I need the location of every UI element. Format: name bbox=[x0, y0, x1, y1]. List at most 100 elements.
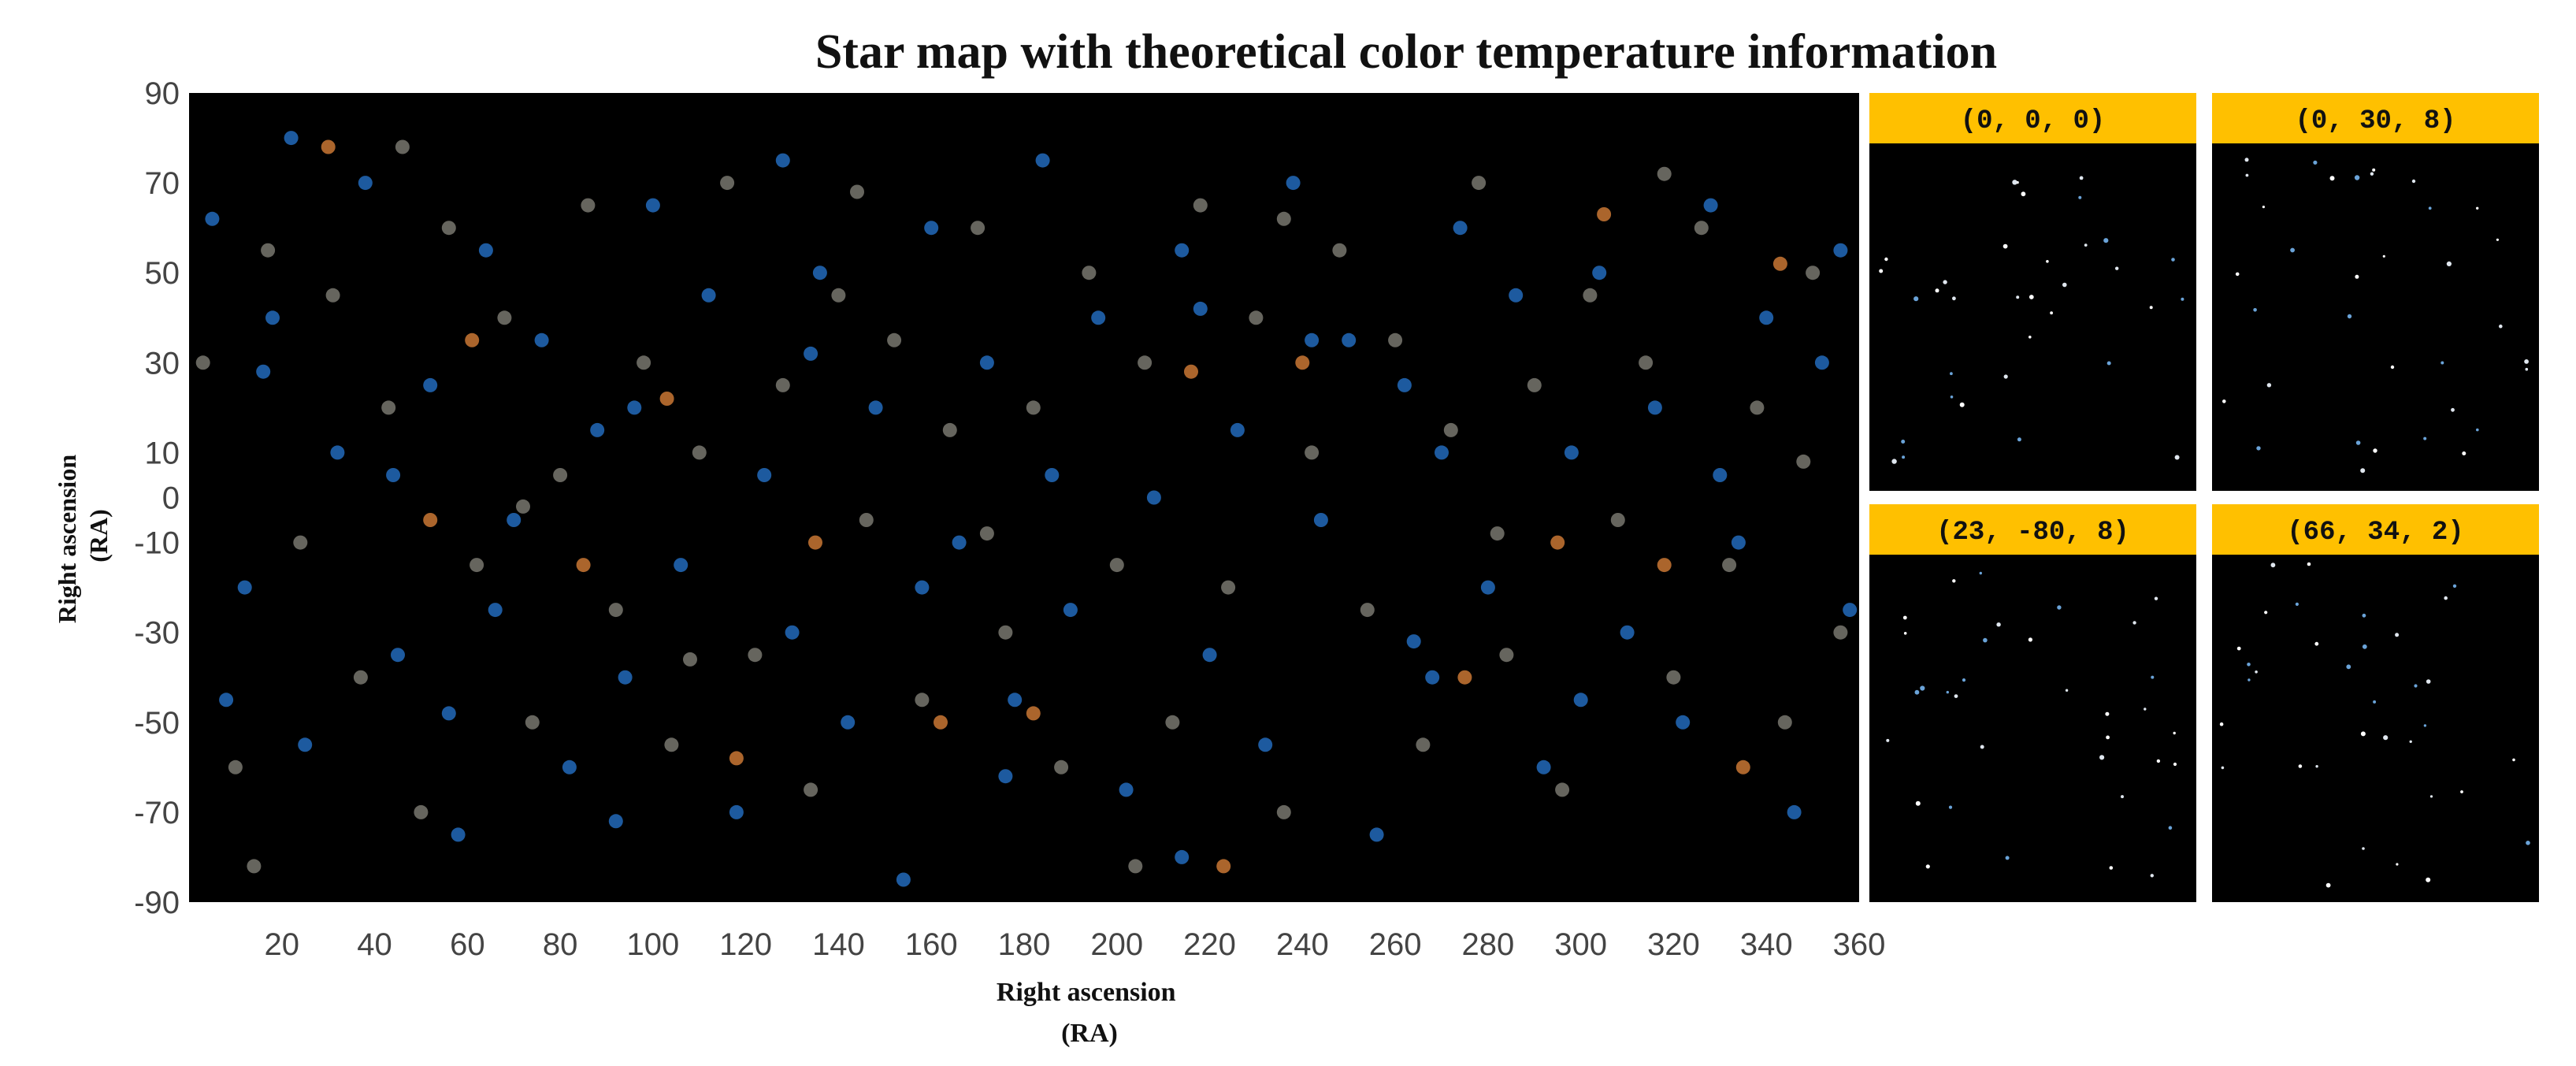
star-point-gray bbox=[1193, 198, 1208, 213]
inset-star bbox=[2266, 383, 2272, 388]
inset-star bbox=[2362, 644, 2367, 649]
star-point-gray bbox=[247, 859, 262, 874]
star-point-blue bbox=[330, 445, 345, 460]
inset-star bbox=[2428, 206, 2432, 210]
inset-header bbox=[2212, 504, 2539, 555]
star-point-blue bbox=[256, 364, 271, 379]
y-tick-label: -10 bbox=[134, 526, 180, 561]
y-tick-label: -90 bbox=[134, 886, 180, 920]
x-tick-label: 120 bbox=[719, 927, 772, 962]
y-tick-label: 50 bbox=[145, 256, 180, 291]
inset-star bbox=[1962, 678, 1966, 682]
inset-star bbox=[2451, 407, 2455, 412]
star-point-blue bbox=[812, 266, 827, 280]
star-point-gray bbox=[850, 184, 864, 199]
star-point-blue bbox=[488, 603, 503, 618]
star-point-gray bbox=[1666, 670, 1681, 685]
star-point-blue bbox=[1592, 266, 1607, 280]
star-point-blue bbox=[952, 535, 967, 550]
star-point-gray bbox=[1796, 454, 1811, 469]
inset-star bbox=[2106, 361, 2111, 366]
star-point-gray bbox=[1472, 176, 1487, 191]
inset-star bbox=[2017, 437, 2021, 442]
star-point-blue bbox=[608, 814, 623, 829]
star-point-gray bbox=[664, 737, 679, 752]
star-point-gray bbox=[887, 332, 902, 347]
inset-star bbox=[2446, 261, 2452, 266]
inset-star bbox=[2429, 795, 2433, 798]
inset-star bbox=[2360, 468, 2366, 474]
star-point-gray bbox=[979, 526, 994, 541]
x-axis-label-line2: (RA) bbox=[1061, 1019, 1118, 1048]
star-point-gray bbox=[1833, 625, 1848, 640]
star-point-blue bbox=[1620, 625, 1635, 640]
x-tick-label: 140 bbox=[812, 927, 865, 962]
inset-star bbox=[2525, 367, 2529, 371]
star-point-gray bbox=[1639, 355, 1654, 370]
inset-star-field bbox=[2212, 143, 2539, 491]
star-point-blue bbox=[1406, 634, 1421, 649]
inset-star bbox=[2395, 633, 2400, 637]
star-point-blue bbox=[507, 513, 522, 527]
inset-star bbox=[1979, 571, 1982, 575]
inset-star bbox=[2174, 455, 2180, 460]
star-point-gray bbox=[516, 499, 530, 514]
star-point-gray bbox=[1555, 782, 1570, 797]
star-point-blue bbox=[1035, 153, 1050, 168]
inset-star bbox=[2181, 297, 2184, 301]
x-tick-label: 100 bbox=[627, 927, 680, 962]
inset-star bbox=[2084, 243, 2088, 247]
star-point-blue bbox=[298, 737, 313, 752]
x-tick-label: 360 bbox=[1833, 927, 1886, 962]
x-tick-label: 160 bbox=[905, 927, 958, 962]
inset-star bbox=[2360, 731, 2366, 737]
inset-star bbox=[2245, 173, 2249, 177]
star-point-gray bbox=[692, 445, 707, 460]
inset-star-field bbox=[2212, 555, 2539, 902]
x-tick-label: 40 bbox=[357, 927, 392, 962]
star-point-gray bbox=[1527, 377, 1542, 392]
star-point-orange bbox=[729, 751, 744, 766]
star-point-blue bbox=[265, 310, 280, 325]
star-point-blue bbox=[1313, 513, 1328, 527]
inset-star bbox=[2144, 708, 2147, 711]
star-point-blue bbox=[562, 760, 577, 774]
inset-star bbox=[1914, 689, 1920, 695]
inset-star bbox=[2414, 684, 2418, 688]
x-tick-label: 280 bbox=[1462, 927, 1515, 962]
inset-star bbox=[2382, 254, 2385, 258]
star-point-gray bbox=[1388, 332, 1403, 347]
inset-star bbox=[2154, 596, 2158, 600]
star-point-gray bbox=[1722, 558, 1737, 573]
star-point-blue bbox=[1230, 422, 1245, 437]
inset-star bbox=[2050, 311, 2054, 315]
y-axis-label-line1: Right ascension bbox=[53, 455, 81, 623]
x-axis-label: Right ascension (RA) bbox=[997, 978, 1182, 1048]
inset-star bbox=[2423, 436, 2427, 440]
star-point-blue bbox=[1536, 760, 1551, 774]
inset-star bbox=[2423, 724, 2427, 727]
star-point-gray bbox=[1026, 400, 1041, 415]
star-point-blue bbox=[423, 377, 438, 392]
inset-star bbox=[2003, 243, 2008, 249]
star-point-gray bbox=[1082, 266, 1097, 280]
x-tick-label: 60 bbox=[450, 927, 485, 962]
star-point-orange bbox=[1550, 535, 1565, 550]
star-point-blue bbox=[1509, 288, 1524, 303]
star-point-gray bbox=[381, 400, 396, 415]
y-tick-label: 30 bbox=[145, 346, 180, 381]
inset-star bbox=[2057, 605, 2062, 610]
star-point-gray bbox=[1128, 859, 1143, 874]
star-point-blue bbox=[1425, 670, 1440, 685]
inset-star bbox=[2253, 308, 2257, 312]
x-tick-label: 340 bbox=[1740, 927, 1793, 962]
inset-panel-1: (0, 0, 0) bbox=[1869, 93, 2196, 491]
inset-star bbox=[2362, 613, 2366, 618]
star-point-blue bbox=[645, 198, 660, 213]
inset-star bbox=[1959, 402, 1965, 407]
inset-star bbox=[1950, 396, 1954, 399]
star-point-blue bbox=[775, 153, 790, 168]
inset-label: (0, 0, 0) bbox=[1961, 106, 2106, 136]
inset-star bbox=[2526, 841, 2530, 845]
inset-star bbox=[2313, 160, 2318, 165]
